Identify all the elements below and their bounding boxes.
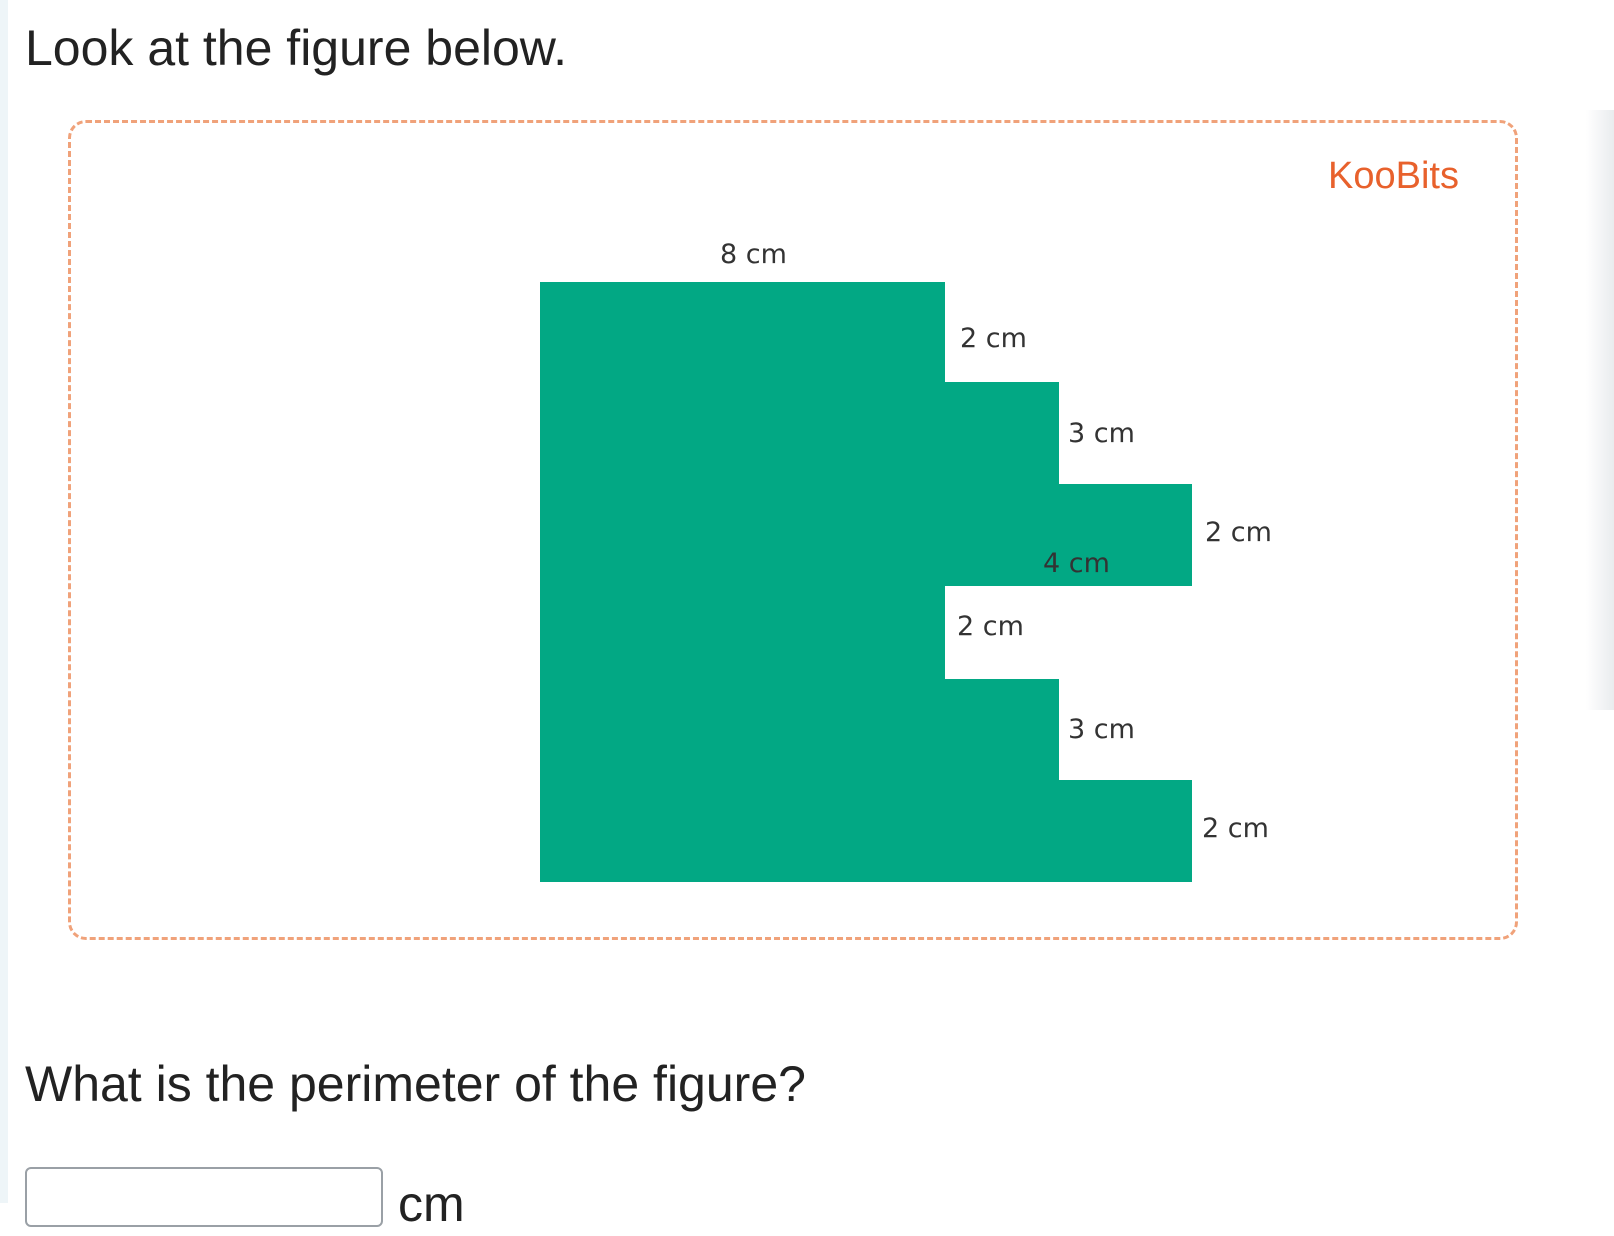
figure-card [68,120,1518,940]
figure-diagram: 8 cm 2 cm 3 cm 2 cm 4 cm 2 cm 3 cm 2 cm [540,239,1272,882]
label-right-lower-2cm: 2 cm [1202,813,1269,844]
label-top-8cm: 8 cm [720,239,787,270]
label-step3-3cm: 3 cm [1068,714,1135,745]
right-edge-shadow [1586,110,1614,710]
left-edge-strip [0,0,8,1203]
label-step2-3cm: 3 cm [1068,418,1135,449]
question-prompt: What is the perimeter of the figure? [25,1056,806,1112]
stepped-shape [540,282,1192,882]
question-intro: Look at the figure below. [25,20,568,76]
label-step1-2cm: 2 cm [960,323,1027,354]
koobits-logo: KooBits [1328,155,1459,197]
label-notch-2cm: 2 cm [957,611,1024,642]
label-inner-4cm: 4 cm [1043,548,1110,579]
label-right-upper-2cm: 2 cm [1205,517,1272,548]
answer-input[interactable] [25,1167,383,1227]
answer-unit-label: cm [398,1176,465,1232]
